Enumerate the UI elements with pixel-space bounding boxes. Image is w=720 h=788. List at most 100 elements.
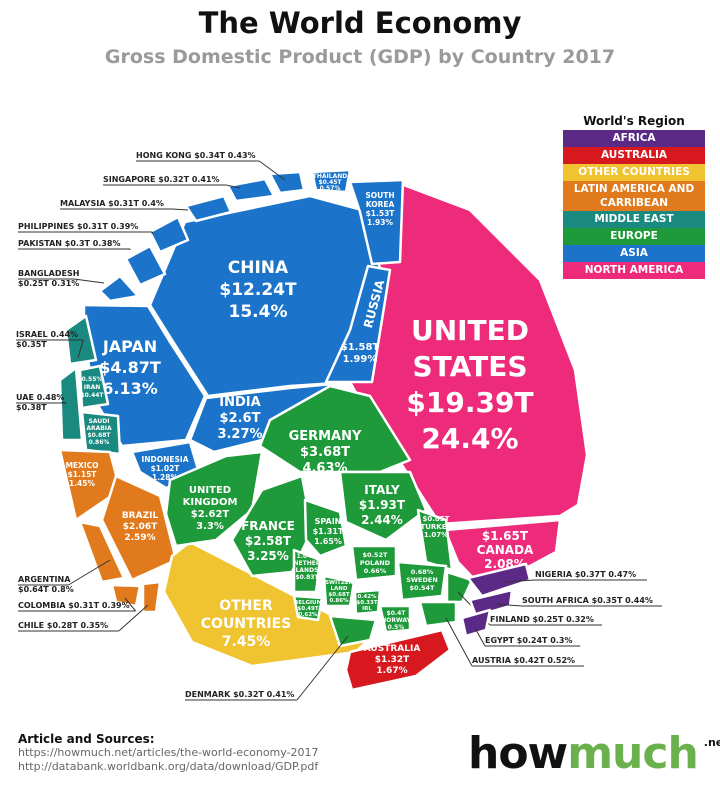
cell-label: BELGIUM	[294, 600, 322, 606]
cell-label: OTHER	[219, 598, 273, 614]
legend-item: AUSTRALIA	[563, 147, 705, 164]
cell-label: 1.28%	[152, 473, 179, 482]
cell-label: COUNTRIES	[201, 616, 291, 632]
leader-line	[494, 603, 523, 607]
country-cell-egypt: EGYPT $0.24T 0.3%	[460, 608, 581, 647]
country-cell-pakistan: PAKISTAN $0.3T 0.38%	[18, 239, 167, 287]
cell-label: 0.68%	[411, 568, 434, 576]
cell-shape	[443, 518, 562, 582]
cell-shape	[80, 410, 122, 456]
cell-label: $4.87T	[99, 358, 161, 377]
cell-label: SOUTH	[365, 191, 394, 200]
country-label: NIGERIA $0.37T 0.47%	[535, 570, 636, 579]
cell-label: 0.5%	[388, 624, 405, 631]
cell-label: 0.55%	[82, 376, 103, 383]
cell-label: SWEDEN	[406, 576, 438, 584]
cell-label: $1.93T	[359, 498, 406, 512]
cell-shape	[303, 498, 348, 558]
cell-label: 2.44%	[361, 513, 403, 527]
cell-label: KOREA	[366, 200, 395, 209]
country-cell-bangladesh: BANGLADESH$0.25T 0.31%	[18, 269, 140, 303]
country-value-label: $0.35T	[16, 340, 47, 349]
cell-label: ARABIA	[86, 425, 112, 432]
leader-line	[68, 559, 111, 586]
cell-label: LAND	[331, 586, 348, 592]
cell-shape	[148, 215, 190, 254]
cell-label: SWITZER	[325, 580, 354, 586]
cell-label: 6.13%	[102, 379, 158, 398]
cell-label: $0.52T	[363, 551, 389, 559]
cell-shape	[328, 614, 378, 648]
cell-label: 1.67%	[376, 666, 407, 676]
cell-label: $12.24T	[219, 280, 297, 300]
cell-label: $0.4T	[387, 610, 407, 617]
cell-label: KINGDOM	[183, 497, 238, 508]
cell-label: 0.86%	[89, 439, 110, 446]
cell-shape	[292, 548, 322, 594]
leader-line	[296, 635, 349, 701]
source-link[interactable]: http://databank.worldbank.org/data/downl…	[18, 760, 319, 773]
country-cell-india: INDIA$2.6T3.27%	[188, 382, 334, 454]
country-cell-sweden: 0.68%SWEDEN$0.54T	[396, 560, 448, 602]
howmuch-logo: howmuch.net	[468, 728, 720, 779]
country-cell-nigeria: NIGERIA $0.37T 0.47%	[466, 562, 647, 598]
cell-label: 7.45%	[222, 634, 271, 650]
cell-label: SAUDI	[89, 418, 110, 425]
legend-item: NORTH AMERICA	[563, 262, 705, 279]
cell-label: $3.68T	[300, 445, 350, 460]
legend-item: AFRICA	[563, 130, 705, 147]
cell-label: NETHER	[294, 560, 321, 567]
cell-shape	[460, 608, 492, 638]
cell-label: 3.25%	[247, 549, 289, 563]
cell-shape	[350, 544, 398, 582]
leader-line	[474, 627, 486, 647]
country-label: CHILE $0.28T 0.35%	[18, 621, 108, 630]
cell-label: IRAN	[84, 384, 101, 391]
cell-shape	[162, 540, 374, 668]
country-value-label: $0.64T 0.8%	[18, 585, 74, 594]
leader-line	[73, 278, 105, 284]
country-label: SOUTH AFRICA $0.35T 0.44%	[522, 596, 653, 605]
cell-shape	[268, 170, 306, 195]
cell-label: 1.65%	[314, 537, 342, 546]
cell-label: $1.65T	[482, 529, 529, 543]
cell-label: 0.42%	[357, 594, 377, 600]
country-cell-hong-kong: HONG KONG $0.34T 0.43%	[136, 151, 306, 195]
cell-shape	[396, 560, 448, 602]
cell-shape	[110, 583, 142, 608]
source-link[interactable]: https://howmuch.net/articles/the-world-e…	[18, 746, 319, 759]
cell-label: $0.54T	[410, 584, 436, 592]
cell-label: $0.83T	[295, 574, 319, 581]
cell-shape	[418, 600, 458, 628]
country-cell-denmark: DENMARK $0.32T 0.41%	[185, 614, 378, 701]
cell-label: STATES	[413, 350, 528, 383]
cell-label: IRL	[362, 606, 372, 612]
leader-line	[258, 160, 286, 181]
cell-label: 1.93%	[367, 218, 394, 227]
cell-label: INDONESIA	[141, 455, 188, 464]
cell-label: $1.53T	[366, 209, 396, 218]
country-cell-malaysia: MALAYSIA $0.31T 0.4%	[60, 194, 233, 223]
cell-label: $0.33T	[356, 600, 377, 606]
cell-shape	[58, 366, 84, 442]
cell-label: 3.3%	[196, 521, 224, 532]
cell-label: NORWAY	[381, 617, 411, 624]
country-cell-south-africa: SOUTH AFRICA $0.35T 0.44%	[468, 588, 662, 618]
cell-shape	[324, 264, 392, 384]
leader-line	[77, 339, 84, 359]
cell-label: $1.15T	[68, 470, 98, 479]
cell-label: $0.49T	[297, 606, 318, 612]
cell-label: $2.58T	[245, 534, 292, 548]
